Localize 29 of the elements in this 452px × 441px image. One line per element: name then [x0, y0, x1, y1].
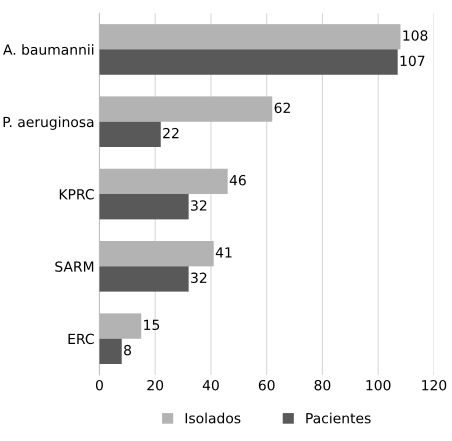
y-tick-label: KPRC	[60, 189, 94, 200]
y-tick-label: P. aeruginosa	[4, 116, 94, 130]
y-tick-label: A. baumannii	[3, 44, 94, 55]
data-label: 41	[216, 247, 232, 258]
legend-label: Isolados	[186, 412, 240, 424]
data-label: 108	[403, 30, 428, 41]
data-label: 32	[191, 272, 206, 284]
x-tick-label: 20	[147, 380, 164, 390]
x-tick-label: 40	[202, 380, 219, 390]
legend-label: Pacientes	[306, 412, 371, 424]
x-tick-label: 120	[422, 380, 446, 390]
bar	[99, 122, 161, 148]
bar	[99, 49, 398, 75]
data-label: 8	[124, 344, 132, 356]
x-tick-label: 60	[258, 380, 275, 390]
x-tick-label: 80	[314, 380, 330, 390]
data-label: 22	[163, 128, 178, 138]
data-label: 15	[144, 320, 160, 330]
x-tick-label: 0	[96, 380, 103, 390]
data-label: 46	[230, 174, 246, 186]
y-tick-label: SARM	[55, 261, 94, 272]
y-tick-label: ERC	[68, 334, 94, 344]
x-tick-label: 100	[366, 380, 391, 390]
bar	[99, 266, 189, 292]
data-label: 107	[400, 56, 424, 66]
bar	[99, 338, 122, 364]
data-label: 62	[274, 102, 290, 114]
bar	[99, 194, 189, 220]
data-label: 32	[191, 200, 206, 211]
